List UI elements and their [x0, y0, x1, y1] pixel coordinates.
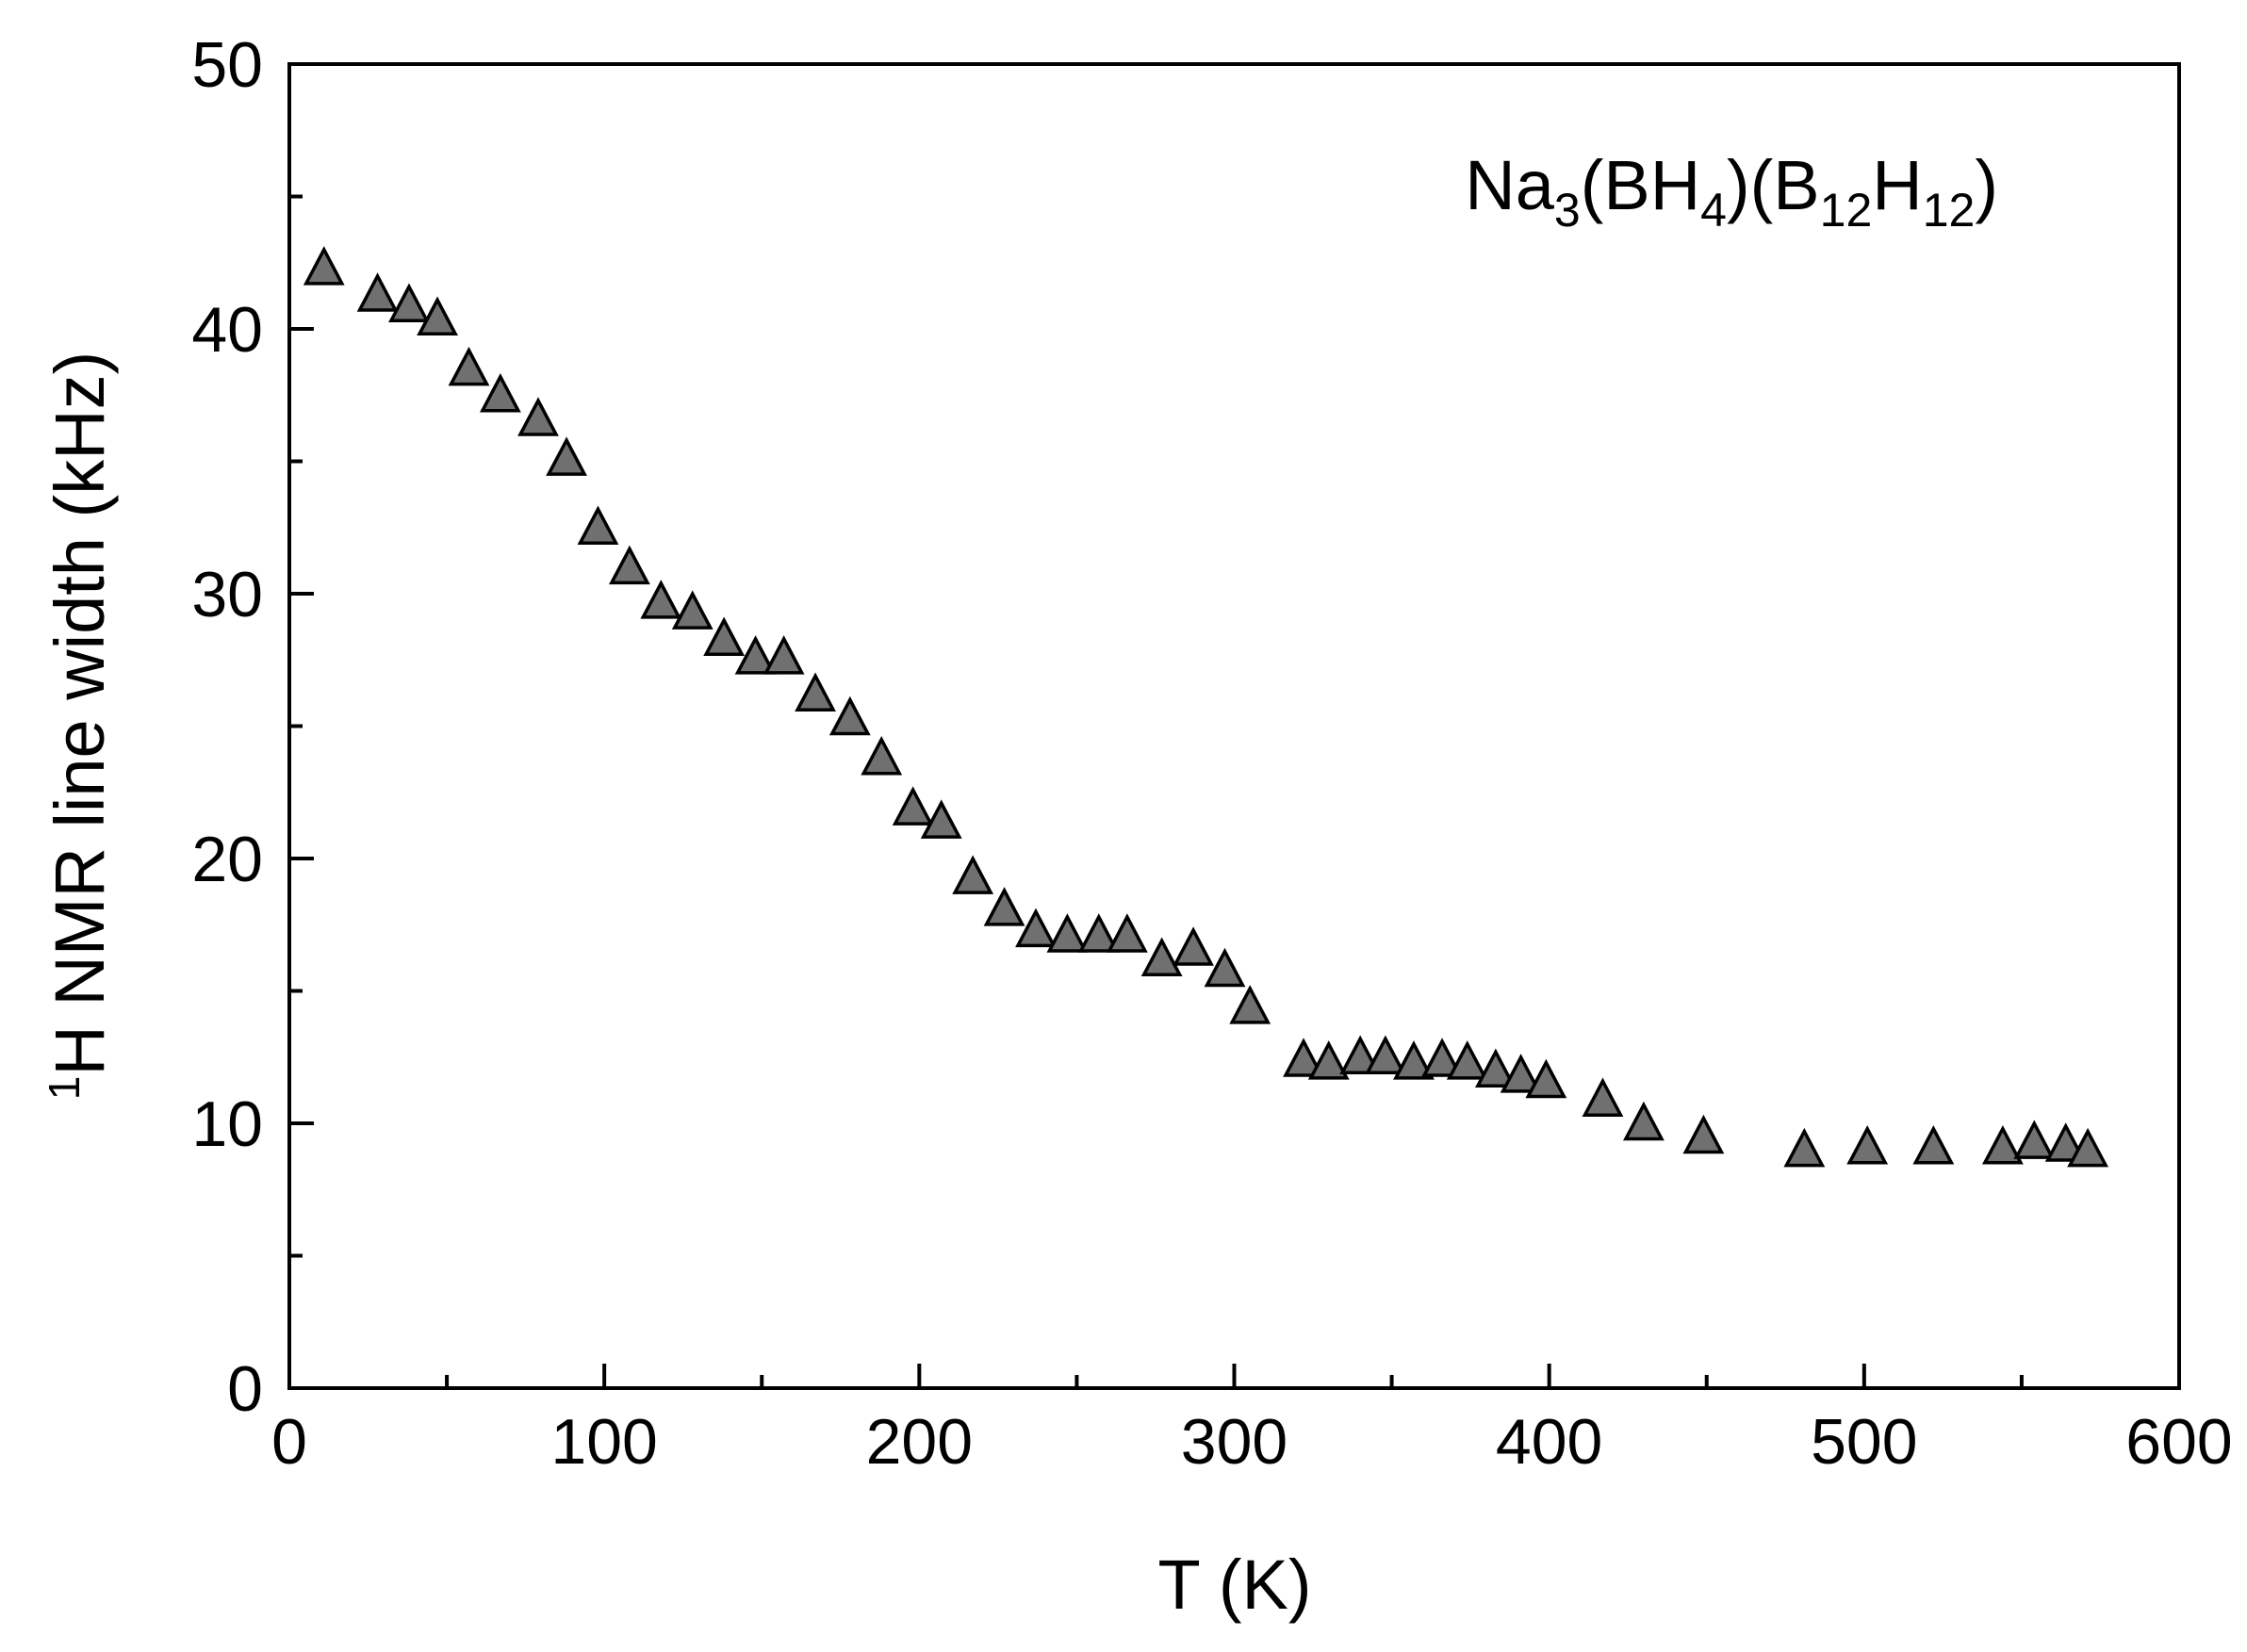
data-point [577, 505, 619, 545]
x-axis-label: T (K) [1157, 1546, 1311, 1624]
y-tick-label: 10 [191, 1088, 263, 1160]
data-point [861, 735, 903, 776]
annotation-subscript: 3 [1554, 184, 1581, 237]
annotation-subscript: 12 [1820, 184, 1873, 237]
data-point [1140, 937, 1183, 977]
data-point [356, 272, 399, 312]
y-axis-label-text: H NMR line width (kHz) [41, 352, 119, 1076]
data-point [1846, 1125, 1889, 1165]
data-point [1204, 947, 1246, 988]
annotation-text: H [1872, 146, 1922, 224]
x-tick-label: 600 [2125, 1406, 2232, 1478]
data-point [479, 372, 521, 413]
data-point [1393, 1040, 1435, 1080]
data-point [1783, 1127, 1826, 1168]
x-tick-label: 200 [866, 1406, 973, 1478]
data-point [1500, 1054, 1542, 1093]
y-tick-label: 40 [191, 294, 263, 366]
y-axis-ticks: 0 10 20 30 40 50 [191, 29, 314, 1425]
y-tick-label: 0 [227, 1353, 263, 1425]
data-point [763, 635, 805, 675]
data-point [828, 695, 871, 736]
data-point [734, 635, 777, 675]
x-tick-label: 100 [550, 1406, 657, 1478]
data-point [303, 246, 345, 286]
data-point [1364, 1035, 1406, 1074]
data-point [1446, 1040, 1488, 1080]
data-point [1229, 985, 1271, 1024]
y-tick-label: 50 [191, 29, 263, 101]
y-tick-label: 30 [191, 559, 263, 630]
annotation-text: )(B [1727, 146, 1820, 224]
data-point [388, 283, 430, 322]
data-point [1682, 1114, 1725, 1154]
data-point [2067, 1127, 2108, 1168]
y-axis-label: 1H NMR line width (kHz) [40, 352, 119, 1100]
annotation-subscript: 12 [1923, 184, 1976, 237]
data-point [2044, 1122, 2087, 1162]
data-point [2013, 1120, 2056, 1159]
data-point [1525, 1058, 1567, 1099]
data-point [1046, 913, 1089, 953]
x-tick-label: 300 [1181, 1406, 1288, 1478]
x-tick-label: 0 [271, 1406, 307, 1478]
annotation-text: ) [1975, 146, 1998, 224]
data-points [303, 246, 2108, 1168]
x-axis-ticks: 0 100 200 300 400 500 600 [271, 1364, 2233, 1478]
data-point [1339, 1035, 1382, 1074]
annotation-subscript: 4 [1700, 184, 1727, 237]
data-point [608, 545, 650, 585]
data-point [417, 296, 458, 335]
data-point [1623, 1101, 1665, 1141]
data-point [1582, 1077, 1624, 1117]
data-point [892, 786, 934, 826]
y-tick-label: 20 [191, 824, 263, 895]
plot-frame [287, 62, 2181, 1390]
data-point [1307, 1040, 1350, 1080]
data-point [1015, 908, 1057, 948]
data-point [517, 397, 559, 436]
data-point [546, 436, 587, 476]
annotation-text: (BH [1581, 146, 1700, 224]
y-axis-label-superscript: 1 [40, 1076, 89, 1101]
data-point [1077, 913, 1120, 953]
data-point [983, 887, 1025, 926]
annotation-text: Na [1465, 146, 1554, 224]
data-point [920, 799, 962, 839]
data-point [448, 346, 490, 386]
data-point [1981, 1125, 2024, 1165]
data-point [1421, 1038, 1463, 1077]
data-point [640, 580, 682, 619]
data-point [952, 855, 994, 894]
data-point [1474, 1048, 1517, 1088]
data-point [1283, 1038, 1324, 1077]
compound-annotation: Na3(BH4)(B12H12) [1465, 146, 1998, 237]
data-point [671, 590, 713, 630]
data-point [703, 616, 746, 657]
data-point [1173, 926, 1214, 966]
data-point [1912, 1125, 1955, 1165]
x-tick-label: 500 [1811, 1406, 1917, 1478]
data-point [795, 672, 836, 712]
x-tick-label: 400 [1496, 1406, 1602, 1478]
data-point [1106, 913, 1148, 953]
